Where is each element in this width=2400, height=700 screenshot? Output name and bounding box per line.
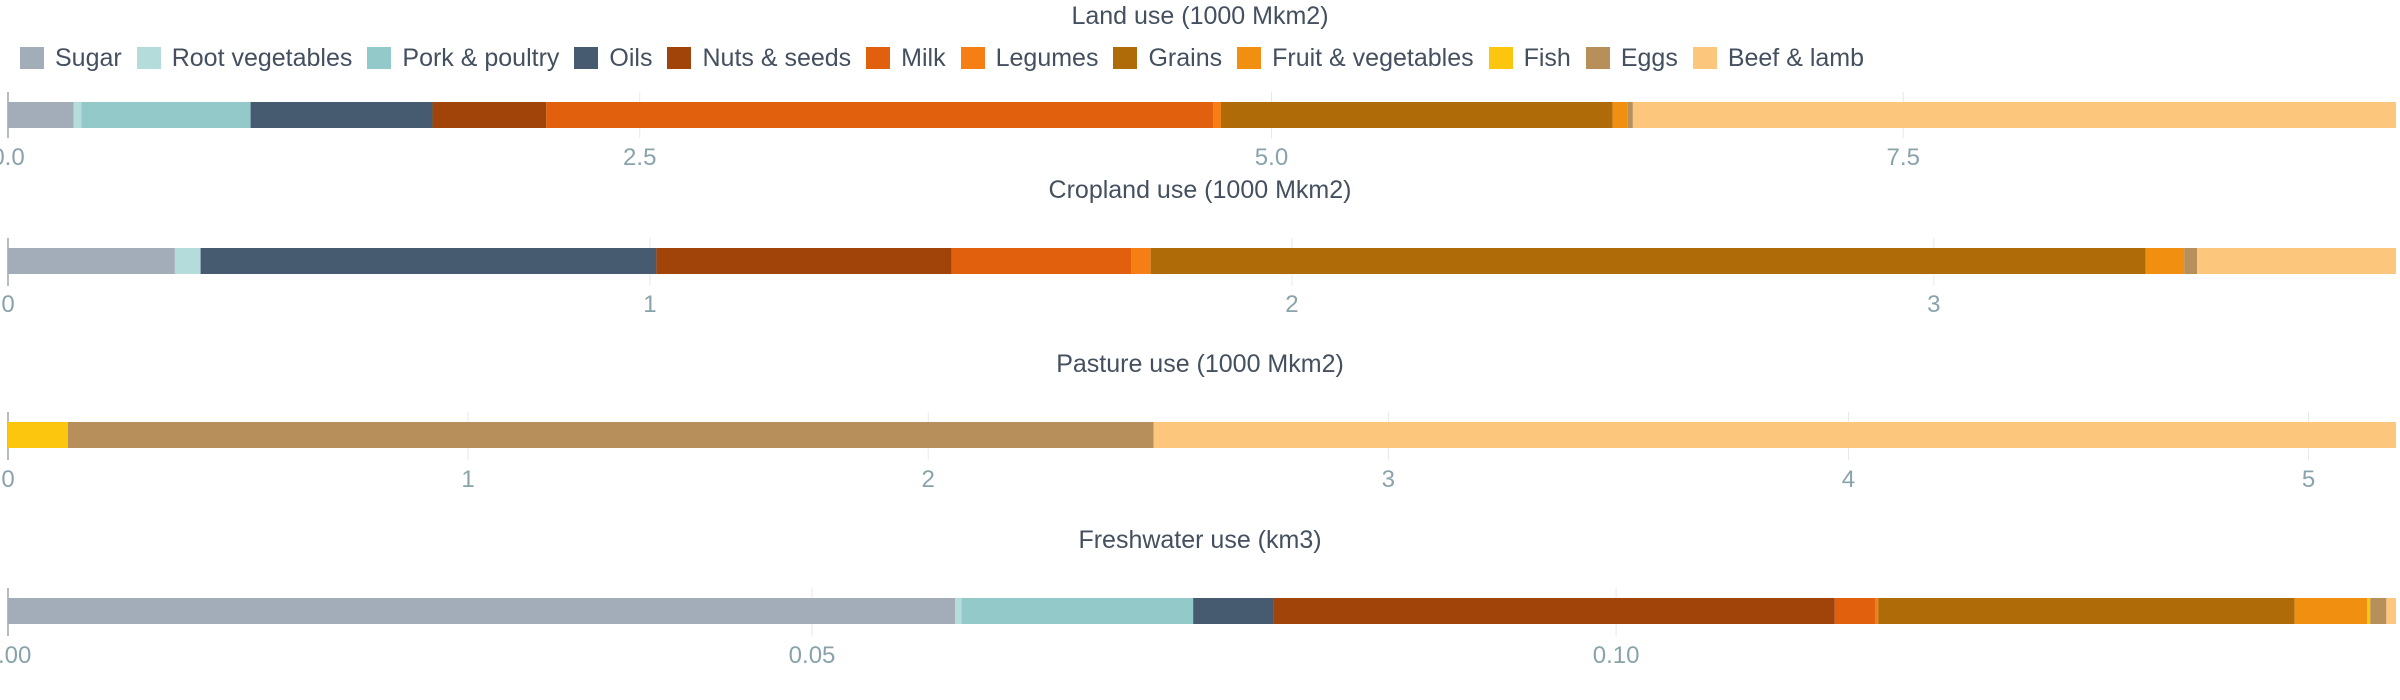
- bar-segment-eggs[interactable]: [2370, 598, 2387, 624]
- bar-segment-milk[interactable]: [951, 248, 1132, 274]
- tick-label: 0.0: [0, 144, 25, 171]
- legend-item-sugar[interactable]: Sugar: [20, 44, 122, 73]
- tick-label: 1: [643, 291, 656, 318]
- tick-label: 4: [1842, 466, 1855, 493]
- bar-segment-eggs[interactable]: [67, 422, 1154, 448]
- legend-swatch: [367, 47, 392, 69]
- legend-swatch: [1113, 47, 1138, 69]
- bar-segment-fruit-and-vegetables[interactable]: [2294, 598, 2368, 624]
- legend-label: Sugar: [55, 43, 122, 72]
- legend-swatch: [866, 47, 891, 69]
- chart-panel-freshwater-use-km3: 0.00 0.05 0.10 Freshwater use (km3): [0, 526, 2396, 669]
- bar-segment-root-vegetables[interactable]: [73, 102, 82, 128]
- bar-segment-oils[interactable]: [1193, 598, 1274, 624]
- legend-swatch: [20, 47, 44, 69]
- legend-label: Fish: [1523, 43, 1571, 72]
- bar-segment-fruit-and-vegetables[interactable]: [1612, 102, 1628, 128]
- tick-label: 1: [461, 466, 474, 493]
- bar-segment-beef-and-lamb[interactable]: [1632, 102, 2396, 128]
- legend-item-pork-and-poultry[interactable]: Pork & poultry: [367, 44, 559, 73]
- tick-label: 7.5: [1887, 144, 1920, 171]
- bar-segment-beef-and-lamb[interactable]: [2197, 248, 2396, 274]
- chart-title: Pasture use (1000 Mkm2): [1056, 350, 1344, 378]
- legend-item-fish[interactable]: Fish: [1488, 43, 1571, 73]
- legend-label: Root vegetables: [171, 43, 353, 72]
- chart-title: Cropland use (1000 Mkm2): [1049, 176, 1352, 204]
- legend-label: Nuts & seeds: [702, 43, 852, 72]
- bar-segment-beef-and-lamb[interactable]: [2386, 598, 2396, 624]
- legend-swatch: [136, 47, 161, 69]
- legend-item-milk[interactable]: Milk: [866, 43, 946, 73]
- bar-segment-grains[interactable]: [1220, 102, 1613, 128]
- bar-segment-grains[interactable]: [1878, 598, 2295, 624]
- bar-segment-sugar[interactable]: [8, 248, 175, 274]
- bar-segment-sugar[interactable]: [8, 102, 74, 128]
- legend-swatch: [960, 47, 985, 69]
- tick-label: 2: [1285, 291, 1298, 318]
- chart-panel-pasture-use-1000-mkm2: 0 1 2 3 4 5 Pasture use (1000 Mkm2): [1, 350, 2396, 493]
- tick-label: 0: [1, 291, 14, 318]
- chart-legend: Sugar Root vegetables Pork & poultry Oils Nu…: [20, 40, 1879, 76]
- bar-segment-nuts-and-seeds[interactable]: [656, 248, 952, 274]
- bar-segment-fish[interactable]: [8, 422, 68, 448]
- bar-segment-legumes[interactable]: [1213, 102, 1221, 128]
- bar-segment-pork-and-poultry[interactable]: [81, 102, 251, 128]
- bar-segment-eggs[interactable]: [2184, 248, 2197, 274]
- legend-label: Milk: [901, 43, 946, 72]
- legend-label: Pork & poultry: [402, 43, 560, 72]
- bar-segment-oils[interactable]: [250, 102, 433, 128]
- chart-panel-land-use-1000-mkm2: 0.0 2.5 5.0 7.5 Land use (1000 Mkm2): [0, 2, 2396, 171]
- tick-label: 5.0: [1255, 144, 1288, 171]
- bar-segment-nuts-and-seeds[interactable]: [432, 102, 547, 128]
- bar-segment-pork-and-poultry[interactable]: [961, 598, 1194, 624]
- legend-swatch: [1585, 47, 1610, 69]
- tick-label: 0.05: [789, 642, 836, 669]
- legend-item-beef-and-lamb[interactable]: Beef & lamb: [1692, 43, 1865, 73]
- bar-segment-root-vegetables[interactable]: [174, 248, 201, 274]
- legend-item-nuts-and-seeds[interactable]: Nuts & seeds: [667, 44, 851, 73]
- bar-segment-milk[interactable]: [1834, 598, 1875, 624]
- bar-segment-milk[interactable]: [546, 102, 1214, 128]
- legend-label: Beef & lamb: [1727, 43, 1865, 72]
- bar-segment-legumes[interactable]: [1874, 598, 1879, 624]
- bar-segment-eggs[interactable]: [1627, 102, 1633, 128]
- legend-swatch: [667, 47, 692, 69]
- bar-segment-sugar[interactable]: [8, 598, 956, 624]
- bar-segment-nuts-and-seeds[interactable]: [1273, 598, 1835, 624]
- legend-swatch: [1237, 47, 1262, 69]
- tick-label: 0: [1, 466, 14, 493]
- legend-swatch: [1692, 47, 1717, 69]
- tick-label: 0.10: [1593, 642, 1640, 669]
- bar-segment-root-vegetables[interactable]: [955, 598, 962, 624]
- legend-label: Fruit & vegetables: [1272, 43, 1474, 72]
- legend-item-oils[interactable]: Oils: [574, 44, 652, 73]
- legend-label: Legumes: [995, 43, 1099, 72]
- bar-segment-fish[interactable]: [2367, 598, 2371, 624]
- tick-label: 2: [922, 466, 935, 493]
- legend-item-root-vegetables[interactable]: Root vegetables: [136, 43, 353, 73]
- legend-swatch: [1488, 47, 1513, 69]
- chart-panel-cropland-use-1000-mkm2: 0 1 2 3 Cropland use (1000 Mkm2): [1, 176, 2396, 318]
- tick-label: 0.00: [0, 642, 31, 669]
- legend-item-grains[interactable]: Grains: [1113, 44, 1222, 73]
- bar-segment-oils[interactable]: [200, 248, 657, 274]
- tick-label: 2.5: [623, 144, 656, 171]
- legend-label: Oils: [609, 43, 653, 72]
- chart-title: Land use (1000 Mkm2): [1071, 2, 1328, 30]
- chart-title: Freshwater use (km3): [1078, 526, 1321, 554]
- legend-label: Grains: [1148, 43, 1223, 72]
- bar-segment-grains[interactable]: [1150, 248, 2146, 274]
- tick-label: 3: [1927, 291, 1940, 318]
- tick-label: 3: [1382, 466, 1395, 493]
- bar-segment-legumes[interactable]: [1131, 248, 1151, 274]
- legend-item-eggs[interactable]: Eggs: [1585, 43, 1678, 73]
- tick-label: 5: [2302, 466, 2315, 493]
- legend-swatch: [574, 47, 599, 69]
- legend-item-legumes[interactable]: Legumes: [960, 43, 1099, 73]
- legend-item-fruit-and-vegetables[interactable]: Fruit & vegetables: [1237, 44, 1474, 73]
- bar-segment-beef-and-lamb[interactable]: [1153, 422, 2396, 448]
- legend-label: Eggs: [1620, 43, 1678, 72]
- bar-segment-fruit-and-vegetables[interactable]: [2145, 248, 2185, 274]
